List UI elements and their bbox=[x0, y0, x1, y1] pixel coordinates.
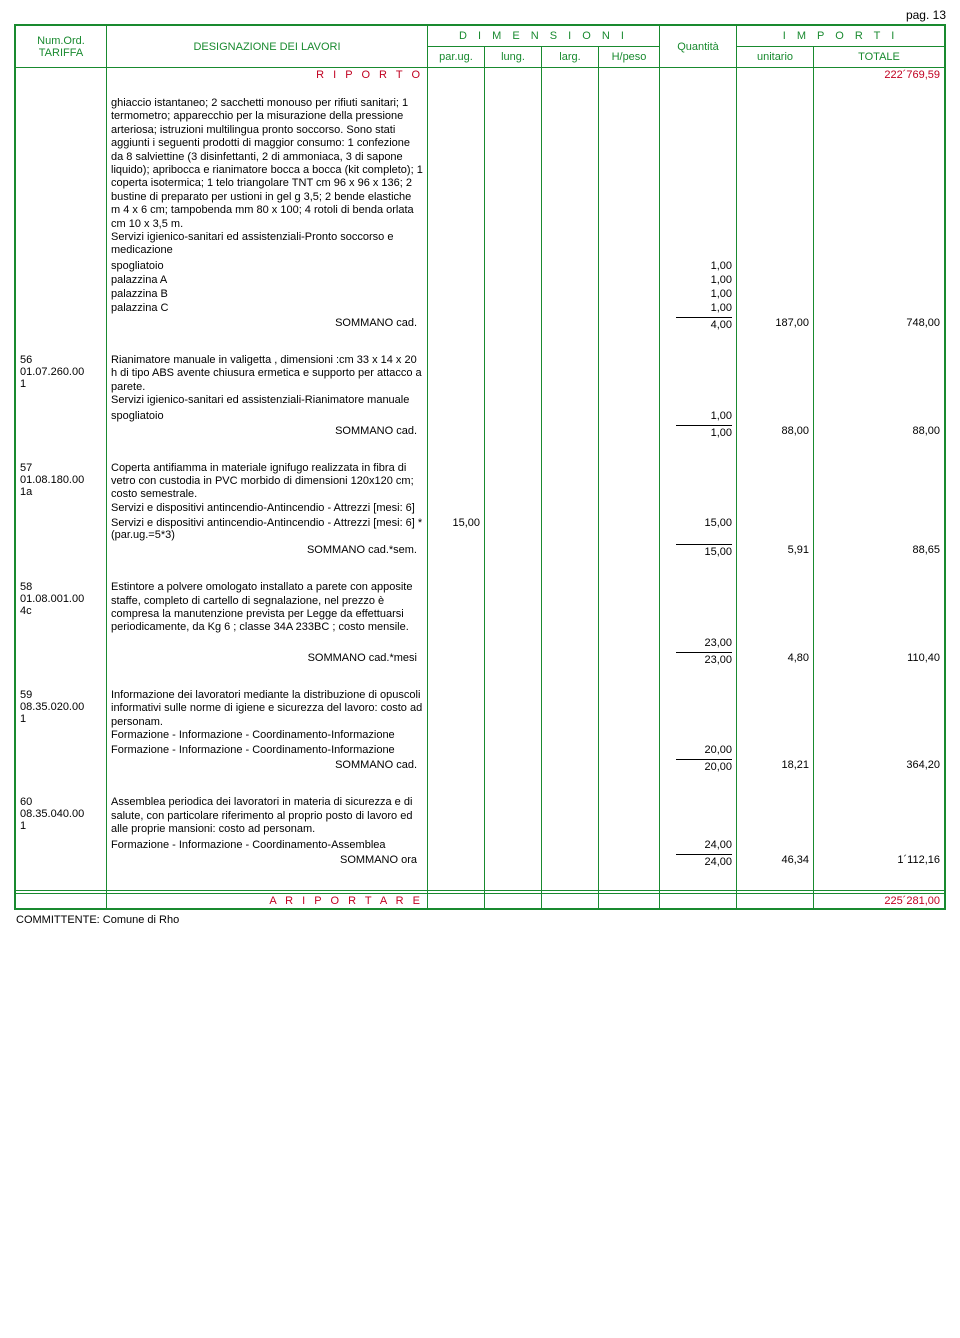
line-qty: 15,00 bbox=[704, 517, 732, 529]
hdr-importi: I M P O R T I bbox=[737, 25, 946, 47]
sum-label: SOMMANO cad. bbox=[111, 317, 423, 329]
hdr-parug: par.ug. bbox=[428, 47, 485, 68]
sum-total: 88,00 bbox=[912, 425, 940, 437]
sum-label: SOMMANO ora bbox=[111, 854, 423, 866]
sum-qty: 20,00 bbox=[676, 759, 732, 773]
item-code-suffix: 1 bbox=[20, 378, 102, 390]
line-label: palazzina C bbox=[111, 302, 168, 314]
sum-label: SOMMANO cad. bbox=[111, 759, 423, 771]
sum-unit: 18,21 bbox=[781, 759, 809, 771]
sum-qty: 4,00 bbox=[676, 317, 732, 331]
line-qty: 1,00 bbox=[711, 410, 732, 422]
hdr-larg: larg. bbox=[542, 47, 599, 68]
hdr-hpeso: H/peso bbox=[599, 47, 660, 68]
item-description: Rianimatore manuale in valigetta , dimen… bbox=[111, 354, 423, 408]
committente: COMMITTENTE: Comune di Rho bbox=[14, 910, 946, 926]
sum-label: SOMMANO cad. bbox=[111, 425, 423, 437]
hdr-quantita: Quantità bbox=[660, 25, 737, 68]
hdr-totale: TOTALE bbox=[814, 47, 946, 68]
sum-total: 364,20 bbox=[906, 759, 940, 771]
item-code: 08.35.020.00 bbox=[20, 701, 102, 713]
item-number: 56 bbox=[20, 354, 102, 366]
sum-unit: 88,00 bbox=[781, 425, 809, 437]
sum-qty: 15,00 bbox=[676, 544, 732, 558]
line-qty: 1,00 bbox=[711, 288, 732, 300]
riporto-label: R I P O R T O bbox=[107, 68, 428, 83]
item-description: Coperta antifiamma in materiale ignifugo… bbox=[111, 462, 423, 516]
line-qty: 20,00 bbox=[704, 744, 732, 756]
item-number: 58 bbox=[20, 581, 102, 593]
sum-unit: 187,00 bbox=[775, 317, 809, 329]
line-label: spogliatoio bbox=[111, 410, 164, 422]
sum-qty: 23,00 bbox=[676, 652, 732, 666]
hdr-designazione: DESIGNAZIONE DEI LAVORI bbox=[107, 25, 428, 68]
sum-unit: 4,80 bbox=[788, 652, 809, 664]
hdr-tariffa: TARIFFA bbox=[39, 47, 83, 59]
sum-total: 88,65 bbox=[912, 544, 940, 556]
item-code-suffix: 1 bbox=[20, 713, 102, 725]
hdr-numord: Num.Ord. bbox=[37, 35, 85, 47]
item-code: 08.35.040.00 bbox=[20, 808, 102, 820]
main-table: Num.Ord. TARIFFA DESIGNAZIONE DEI LAVORI… bbox=[14, 24, 946, 910]
sum-label: SOMMANO cad.*mesi bbox=[111, 652, 423, 664]
line-qty: 24,00 bbox=[704, 839, 732, 851]
page-number: pag. 13 bbox=[14, 8, 946, 22]
line-label: palazzina B bbox=[111, 288, 168, 300]
sum-unit: 46,34 bbox=[781, 854, 809, 866]
item-code: 01.07.260.00 bbox=[20, 366, 102, 378]
line-qty: 23,00 bbox=[704, 637, 732, 649]
line-label: Servizi e dispositivi antincendio-Antinc… bbox=[111, 517, 422, 541]
item-code: 01.08.001.00 bbox=[20, 593, 102, 605]
sum-total: 110,40 bbox=[907, 652, 940, 664]
riporto-value: 222´769,59 bbox=[814, 68, 946, 83]
item-code: 01.08.180.00 bbox=[20, 474, 102, 486]
line-label: palazzina A bbox=[111, 274, 167, 286]
line-label: Formazione - Informazione - Coordinament… bbox=[111, 839, 386, 851]
line-label: spogliatoio bbox=[111, 260, 164, 272]
line-label: Formazione - Informazione - Coordinament… bbox=[111, 744, 395, 756]
sum-total: 1´112,16 bbox=[897, 854, 940, 866]
line-qty: 1,00 bbox=[711, 260, 732, 272]
riportare-value: 225´281,00 bbox=[814, 893, 946, 909]
item-description: ghiaccio istantaneo; 2 sacchetti monouso… bbox=[111, 97, 423, 258]
item-number: 60 bbox=[20, 796, 102, 808]
item-number: 59 bbox=[20, 689, 102, 701]
item-description: Informazione dei lavoratori mediante la … bbox=[111, 689, 423, 743]
sum-unit: 5,91 bbox=[788, 544, 809, 556]
item-number: 57 bbox=[20, 462, 102, 474]
sum-qty: 24,00 bbox=[676, 854, 732, 868]
line-qty: 1,00 bbox=[711, 302, 732, 314]
sum-label: SOMMANO cad.*sem. bbox=[111, 544, 423, 556]
riportare-label: A R I P O R T A R E bbox=[107, 893, 428, 909]
hdr-lung: lung. bbox=[485, 47, 542, 68]
item-code-suffix: 1 bbox=[20, 820, 102, 832]
line-parug: 15,00 bbox=[452, 517, 480, 529]
item-code-suffix: 1a bbox=[20, 486, 102, 498]
hdr-dimensioni: D I M E N S I O N I bbox=[428, 25, 660, 47]
item-description: Estintore a polvere omologato installato… bbox=[111, 581, 423, 635]
item-description: Assemblea periodica dei lavoratori in ma… bbox=[111, 796, 423, 836]
line-qty: 1,00 bbox=[711, 274, 732, 286]
item-code-suffix: 4c bbox=[20, 605, 102, 617]
hdr-unitario: unitario bbox=[737, 47, 814, 68]
sum-total: 748,00 bbox=[906, 317, 940, 329]
sum-qty: 1,00 bbox=[676, 425, 732, 439]
